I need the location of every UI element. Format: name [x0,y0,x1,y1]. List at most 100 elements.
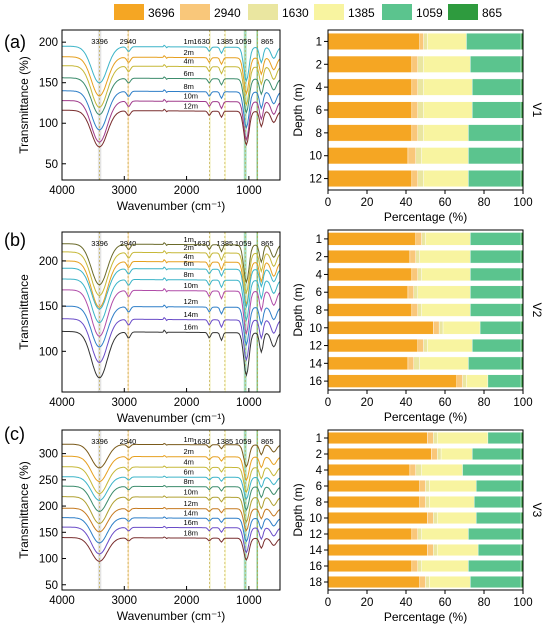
bar-segment [327,464,411,476]
bar-segment [425,480,430,492]
spectrum-panel: (a) 3396 2940 1630 1385 1059 8651m2m4m6m8m10m1… [4,29,281,213]
band-highlight [127,30,130,180]
x-tick-label: 1000 [236,185,262,197]
y-axis-label: Depth (m) [291,283,305,336]
band-highlight [209,232,211,392]
bar-segment [423,33,428,50]
bar-segment [431,448,438,460]
panel-series-label: V1 [530,103,544,118]
bar-segment [472,448,522,460]
band-highlight [224,30,227,180]
bar-segment [407,285,415,299]
panel-series-label: V2 [530,303,544,318]
y-tick-label: 100 [39,346,58,358]
panel-letter: (c) [4,424,25,444]
bar-segment [415,250,420,264]
series-label: 12m [183,499,198,508]
y-tick-label: 10 [309,323,322,335]
x-tick-label: 100 [513,597,532,609]
y-tick-label: 14 [309,358,322,370]
bar-segment [427,33,467,50]
bar-segment [417,124,424,142]
y-tick-label: 4 [316,465,323,477]
bar-segment [417,560,422,572]
bar-segment [327,55,413,73]
bar-segment [411,267,418,282]
bar-segment [466,374,489,388]
y-tick-label: 10 [309,513,322,525]
x-tick-label: 80 [478,397,491,409]
bar-segment [456,374,463,388]
legend: 3696 2940 1630 1385 1059 865 [114,4,502,20]
bar-segment [468,124,522,142]
bar-segment [470,232,522,246]
spectrum-line [62,44,281,84]
spectrum-line [62,475,281,501]
x-tick-label: 20 [361,597,374,609]
spectrum-line [62,249,281,297]
x-tick-label: 80 [478,197,491,209]
y-tick-label: 12 [309,174,322,186]
spectrum-line [61,98,281,143]
plot-frame [327,29,524,191]
bar-segment [327,448,432,460]
bar-segment [417,267,422,282]
spectrum-line [62,277,281,324]
series-label: 10m [183,281,198,290]
bar-segment [437,544,479,556]
bar-segment [327,147,409,165]
bar-segment [411,78,418,96]
series-label: 18m [183,529,198,538]
bar-segment [409,250,416,264]
bar-segment [415,147,422,165]
bar-segment [411,303,418,317]
bar-segment [470,303,522,317]
bar-segment [433,321,440,335]
bar-segment [327,101,413,119]
band-highlight [243,30,247,180]
bar-segment [427,432,434,444]
spectrum-line [62,329,281,379]
x-tick-label: 100 [513,197,532,209]
x-tick-label: 2000 [174,397,200,409]
bar-segment [470,250,522,264]
bar-segment [419,250,471,264]
y-tick-label: 200 [39,256,58,268]
bar-segment [417,303,422,317]
bar-segment [415,232,422,246]
y-axis-label: Transmittance (%) [17,56,31,154]
bar-segment [423,170,469,187]
bar-segment [413,356,420,370]
band-label: 3396 [91,239,108,248]
bar-segment [468,147,522,165]
x-tick-label: 60 [439,397,452,409]
bar-segment [327,170,413,187]
x-tick-label: 0 [325,397,331,409]
bar-segment [419,33,424,50]
legend-label: 1630 [282,6,309,20]
bar-segment [417,528,422,540]
panels: (a) 3396 2940 1630 1385 1059 8651m2m4m6m8m10m1… [4,29,544,624]
x-axis-label: Percentage (%) [384,210,467,224]
band-label: 2940 [120,437,137,446]
spectrum-line [62,76,281,116]
band-highlight [224,430,227,590]
band-label: 865 [261,437,274,446]
bar-segment [417,170,424,187]
bar-segment [327,78,413,96]
legend-swatch [448,4,478,20]
bar-segment [417,101,424,119]
x-tick-label: 100 [513,397,532,409]
band-label: 1059 [235,437,252,446]
spectrum-line [62,63,281,108]
y-tick-label: 2 [316,449,322,461]
band-label: 1385 [217,239,234,248]
x-tick-label: 20 [361,397,374,409]
y-tick-label: 8 [316,128,322,140]
spectrum-line [62,304,281,348]
series-label: 12m [183,297,198,306]
bar-segment [421,464,463,476]
bar-segment [327,576,420,588]
